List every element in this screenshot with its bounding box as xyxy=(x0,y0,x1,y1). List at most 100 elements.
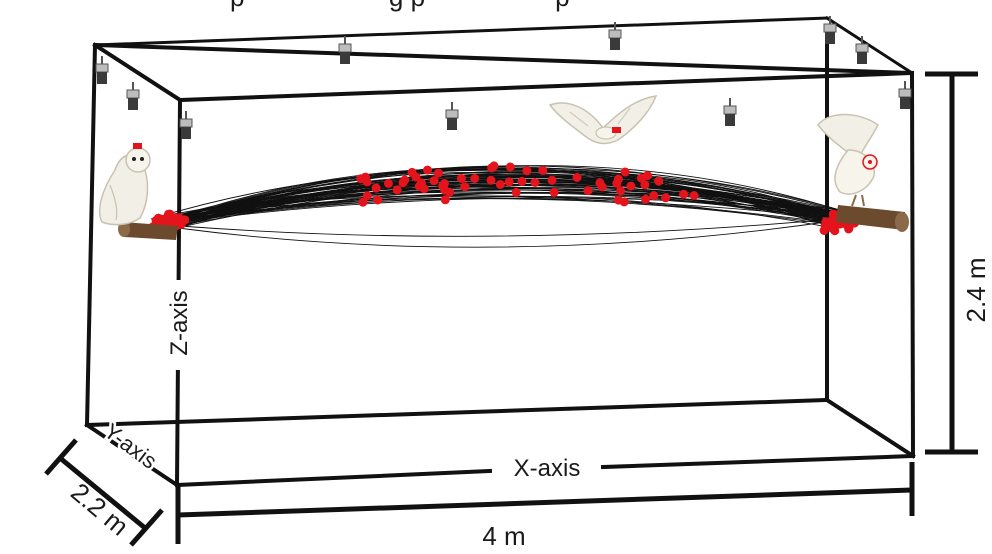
frame-edge-back-top-far xyxy=(93,16,829,47)
x-axis-label: X-axis xyxy=(514,455,581,482)
frame-edge-front-bottom-a xyxy=(174,468,493,488)
position-marker xyxy=(530,178,540,187)
frame-edge-front-bottom-b xyxy=(600,453,916,470)
position-marker xyxy=(641,194,651,204)
position-marker xyxy=(547,175,557,185)
camera-icon xyxy=(855,36,869,64)
height-dimension xyxy=(925,71,978,455)
camera-icon xyxy=(179,111,193,139)
position-marker xyxy=(486,175,496,185)
trajectory-path xyxy=(179,217,846,237)
position-marker xyxy=(640,180,650,190)
position-marker xyxy=(495,180,505,189)
position-marker xyxy=(487,163,497,173)
position-marker xyxy=(620,167,630,177)
camera-icon xyxy=(126,82,140,110)
position-marker xyxy=(572,173,582,182)
flight-trajectories xyxy=(150,165,860,248)
camera-icon xyxy=(723,98,737,126)
trajectory-path xyxy=(175,191,853,221)
position-marker xyxy=(356,174,366,184)
position-marker xyxy=(460,182,470,192)
position-marker xyxy=(517,176,527,186)
frame-edge-left-bottom xyxy=(84,422,180,488)
position-marker xyxy=(456,174,466,183)
camera-icon xyxy=(338,36,352,64)
frame-edge-back-left xyxy=(84,42,98,428)
position-marker xyxy=(689,191,699,200)
position-marker xyxy=(423,165,432,175)
camera-icon xyxy=(608,22,622,50)
position-marker xyxy=(392,185,402,195)
arena-frame xyxy=(84,15,916,488)
trajectory-path xyxy=(164,185,833,226)
trajectory-path xyxy=(166,195,832,229)
frame-edge-front-top xyxy=(177,70,915,103)
length-label: 4 m xyxy=(482,521,525,551)
position-marker xyxy=(371,183,381,193)
position-marker xyxy=(830,226,840,236)
position-marker xyxy=(522,166,532,176)
position-marker xyxy=(626,181,636,191)
position-marker xyxy=(373,195,383,205)
position-marker xyxy=(511,187,521,197)
position-marker xyxy=(505,162,515,172)
position-marker xyxy=(661,193,671,203)
position-marker xyxy=(174,213,184,223)
position-marker xyxy=(470,174,480,183)
position-marker xyxy=(155,214,165,224)
trajectory-path xyxy=(168,168,833,228)
position-marker xyxy=(538,165,548,175)
frame-edge-back-top-right xyxy=(824,15,915,76)
trajectory-path xyxy=(177,219,841,248)
position-marker xyxy=(358,197,368,207)
camera-array xyxy=(95,16,912,139)
frame-edge-right-bottom xyxy=(824,397,916,459)
position-marker xyxy=(438,181,448,191)
title-fragment: p g p p xyxy=(230,0,570,12)
trajectory-path xyxy=(153,167,840,227)
position-marker xyxy=(612,178,622,188)
position-marker xyxy=(398,178,408,188)
position-marker xyxy=(616,186,626,196)
position-marker xyxy=(597,182,607,192)
frame-edge-left-top xyxy=(92,42,183,103)
position-marker xyxy=(383,178,393,188)
position-marker xyxy=(504,177,514,187)
y-axis-label: Y-axis xyxy=(99,418,161,474)
frame-edge-back-bottom xyxy=(84,397,830,428)
camera-icon xyxy=(95,56,109,84)
length-dimension xyxy=(175,462,915,544)
perch-icon xyxy=(836,205,909,232)
camera-icon xyxy=(898,81,912,109)
position-marker xyxy=(654,176,664,186)
position-marker xyxy=(407,167,417,177)
owl-landing-icon xyxy=(817,113,879,207)
height-label: 2.4 m xyxy=(961,257,991,322)
frame-edge-back-top xyxy=(92,42,915,76)
owl-perched-icon xyxy=(98,143,151,226)
position-marker xyxy=(636,173,646,183)
position-marker xyxy=(429,176,439,186)
z-axis-label: Z-axis xyxy=(166,290,193,355)
owl-flying-icon xyxy=(548,95,658,145)
position-marker xyxy=(820,221,830,231)
position-marker xyxy=(613,195,623,205)
position-marker xyxy=(416,178,426,188)
frame-edge-front-right xyxy=(909,70,916,459)
position-marker xyxy=(362,191,372,201)
depth-dimension xyxy=(44,438,164,547)
position-marker xyxy=(649,191,659,201)
trajectory-path xyxy=(167,175,835,227)
camera-icon xyxy=(823,16,837,44)
position-marker xyxy=(679,189,689,199)
position-marker xyxy=(828,215,838,225)
depth-label: 2.2 m xyxy=(65,477,134,542)
position-marker xyxy=(583,186,593,196)
position-marker xyxy=(549,187,559,197)
position-marker xyxy=(434,168,443,178)
position-marker xyxy=(440,195,450,205)
camera-icon xyxy=(445,102,459,130)
